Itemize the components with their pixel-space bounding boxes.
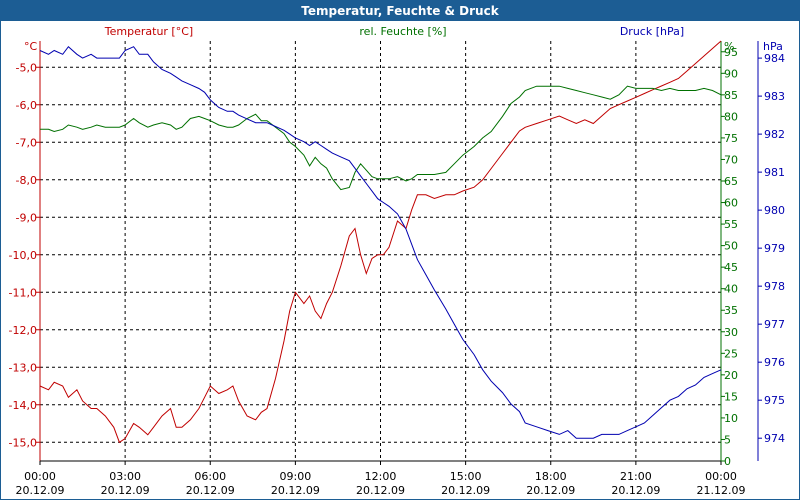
temperature-tick-label: -14,0 [9, 399, 37, 412]
grid-lines [40, 41, 721, 461]
pressure-tick-label: 975 [764, 394, 785, 407]
temperature-series-line [39, 40, 722, 444]
humidity-tick-label: 0 [724, 455, 731, 468]
pressure-tick-label: 976 [764, 356, 785, 369]
x-tick-date: 20.12.09 [611, 484, 660, 497]
humidity-tick-label: 40 [724, 283, 738, 296]
humidity-tick-label: 35 [724, 304, 738, 317]
pressure-tick-label: 982 [764, 128, 785, 141]
pressure-tick-label: 983 [764, 90, 785, 103]
x-tick-time: 18:00 [535, 470, 567, 483]
humidity-tick-label: 55 [724, 218, 738, 231]
x-tick-time: 03:00 [109, 470, 141, 483]
x-tick-date: 20.12.09 [186, 484, 235, 497]
x-tick-time: 00:00 [705, 470, 737, 483]
humidity-tick-label: 25 [724, 347, 738, 360]
pressure-tick-label: 974 [764, 432, 785, 445]
x-tick-date: 20.12.09 [101, 484, 150, 497]
humidity-tick-label: 10 [724, 412, 738, 425]
humidity-tick-label: 20 [724, 369, 738, 382]
x-tick-date: 20.12.09 [526, 484, 575, 497]
tick-labels: -5,0 -6,0 -7,0 -8,0 -9,0 -10,0 -11,0 -12,0 -13,0… [9, 46, 785, 497]
humidity-tick-label: 45 [724, 261, 738, 274]
x-tick-time: 06:00 [194, 470, 226, 483]
pressure-tick-label: 980 [764, 204, 785, 217]
pressure-tick-label: 984 [764, 52, 785, 65]
x-tick-time: 12:00 [365, 470, 397, 483]
pressure-tick-label: 981 [764, 166, 785, 179]
humidity-tick-label: 30 [724, 326, 738, 339]
temperature-tick-label: -6,0 [16, 99, 37, 112]
humidity-unit-label: % [724, 40, 734, 53]
temperature-tick-label: -10,0 [9, 249, 37, 262]
humidity-tick-label: 75 [724, 132, 738, 145]
x-tick-date: 20.12.09 [356, 484, 405, 497]
x-tick-date: 20.12.09 [271, 484, 320, 497]
temperature-tick-label: -5,0 [16, 61, 37, 74]
temperature-tick-label: -11,0 [9, 286, 37, 299]
temperature-tick-label: -9,0 [16, 211, 37, 224]
pressure-tick-label: 979 [764, 242, 785, 255]
humidity-tick-label: 95 [724, 46, 738, 59]
temperature-tick-label: -8,0 [16, 174, 37, 187]
humidity-tick-label: 15 [724, 390, 738, 403]
humidity-tick-label: 85 [724, 89, 738, 102]
temperature-unit-label: °C [24, 40, 38, 53]
x-tick-date: 20.12.09 [441, 484, 490, 497]
x-tick-time: 00:00 [24, 470, 56, 483]
pressure-unit-label: hPa [763, 40, 783, 53]
pressure-tick-label: 977 [764, 318, 785, 331]
x-tick-time: 09:00 [280, 470, 312, 483]
humidity-tick-label: 65 [724, 175, 738, 188]
series-lines [39, 40, 722, 444]
x-tick-date: 21.12.09 [697, 484, 746, 497]
temperature-axis-title: Temperatur [°C] [104, 25, 193, 38]
axes [36, 41, 762, 465]
temperature-tick-label: -7,0 [16, 136, 37, 149]
humidity-tick-label: 5 [724, 433, 731, 446]
humidity-tick-label: 90 [724, 67, 738, 80]
humidity-tick-label: 80 [724, 110, 738, 123]
humidity-tick-label: 50 [724, 240, 738, 253]
window-title: Temperatur, Feuchte & Druck [1, 1, 799, 21]
x-tick-date: 20.12.09 [16, 484, 65, 497]
humidity-tick-label: 70 [724, 153, 738, 166]
pressure-tick-label: 978 [764, 280, 785, 293]
temperature-tick-label: -15,0 [9, 436, 37, 449]
humidity-tick-label: 60 [724, 197, 738, 210]
humidity-axis-title: rel. Feuchte [%] [359, 25, 446, 38]
x-tick-time: 15:00 [450, 470, 482, 483]
x-tick-time: 21:00 [620, 470, 652, 483]
temperature-tick-label: -12,0 [9, 324, 37, 337]
humidity-series-line [40, 85, 722, 191]
temperature-tick-label: -13,0 [9, 361, 37, 374]
pressure-axis-title: Druck [hPa] [620, 25, 684, 38]
pressure-series-line [39, 45, 722, 439]
